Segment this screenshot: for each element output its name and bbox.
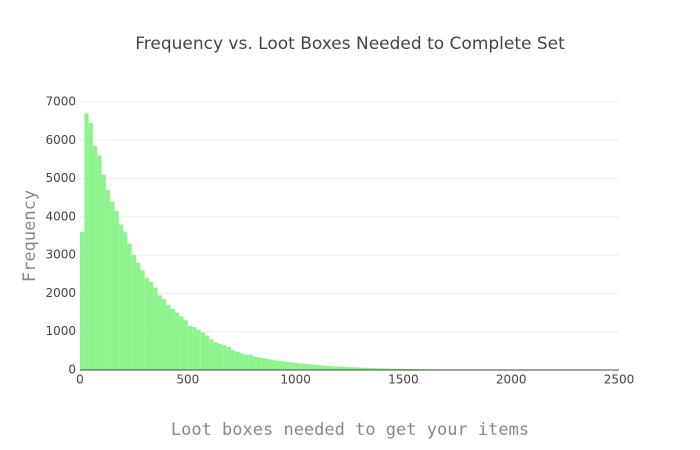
bar <box>192 327 197 370</box>
bar <box>282 361 287 370</box>
bar <box>360 367 365 370</box>
bar <box>390 368 395 370</box>
bar <box>347 367 352 370</box>
bar <box>403 368 408 370</box>
bar <box>286 362 292 370</box>
bar <box>291 362 296 370</box>
bar <box>312 364 318 370</box>
bar <box>394 368 400 370</box>
bar <box>118 224 124 370</box>
bar <box>127 243 132 370</box>
bar <box>334 366 339 370</box>
bar <box>84 113 89 370</box>
x-tick-label: 1000 <box>280 373 311 387</box>
x-axis-label: Loot boxes needed to get your items <box>171 420 529 440</box>
bar <box>174 312 180 370</box>
y-tick-label: 3000 <box>45 248 76 262</box>
bar <box>140 270 145 370</box>
bar <box>355 367 361 370</box>
y-axis-label: Frequency <box>20 190 40 282</box>
y-tick-label: 5000 <box>45 171 76 185</box>
bar <box>269 359 275 370</box>
bar <box>209 339 214 370</box>
bar <box>157 295 162 370</box>
bar <box>161 299 167 370</box>
bar <box>110 201 115 370</box>
bar <box>101 174 106 370</box>
bar <box>368 367 374 370</box>
bar <box>196 329 201 370</box>
y-tick-label: 2000 <box>45 286 76 300</box>
y-tick-label: 0 <box>68 363 76 377</box>
bar <box>114 211 119 370</box>
bar <box>105 190 111 370</box>
bar <box>243 354 249 370</box>
bar <box>317 365 322 370</box>
bar <box>235 351 240 370</box>
bar <box>205 335 210 370</box>
bar <box>278 361 283 370</box>
bar <box>399 368 404 370</box>
bar <box>338 366 344 370</box>
bar <box>92 146 98 370</box>
bar <box>170 308 175 370</box>
bar <box>187 325 193 370</box>
bar <box>386 368 391 370</box>
bar <box>144 278 149 370</box>
bar <box>325 365 331 370</box>
y-tick-label: 6000 <box>45 133 76 147</box>
bar <box>373 368 378 370</box>
bar <box>407 368 413 370</box>
bar <box>179 316 184 370</box>
y-tick-label: 4000 <box>45 209 76 223</box>
bar <box>274 360 279 370</box>
x-tick-label: 2000 <box>496 373 527 387</box>
y-tick-label: 1000 <box>45 324 76 338</box>
y-tick-label: 7000 <box>45 95 76 109</box>
bar <box>200 332 206 370</box>
bar <box>265 358 270 370</box>
bar <box>256 357 262 370</box>
bar <box>248 354 253 370</box>
bar <box>148 281 154 370</box>
bar <box>381 368 387 370</box>
bar <box>295 363 300 370</box>
bar <box>364 367 369 370</box>
bar <box>213 342 218 370</box>
bar <box>153 287 158 370</box>
x-tick-label: 0 <box>76 373 84 387</box>
chart-title: Frequency vs. Loot Boxes Needed to Compl… <box>135 34 565 54</box>
bar <box>80 232 85 370</box>
bar <box>217 343 223 370</box>
bar <box>136 262 141 370</box>
bar <box>222 345 227 370</box>
bar <box>308 364 313 370</box>
bar <box>239 353 244 370</box>
bar <box>377 368 382 370</box>
x-tick-label: 500 <box>176 373 199 387</box>
x-tick-label: 2500 <box>604 373 635 387</box>
bar <box>343 366 348 370</box>
bar <box>351 367 356 370</box>
bar <box>226 347 231 370</box>
bar <box>330 366 335 370</box>
bar <box>123 232 128 370</box>
bar <box>261 358 266 370</box>
bar <box>304 364 309 370</box>
bar <box>97 155 102 370</box>
bar <box>166 304 171 370</box>
bar <box>321 365 326 370</box>
bar <box>230 350 236 370</box>
bar <box>131 255 137 370</box>
x-tick-label: 1500 <box>388 373 419 387</box>
bar <box>299 363 305 370</box>
bar <box>88 123 93 370</box>
bar <box>183 320 188 370</box>
bar <box>252 356 257 370</box>
